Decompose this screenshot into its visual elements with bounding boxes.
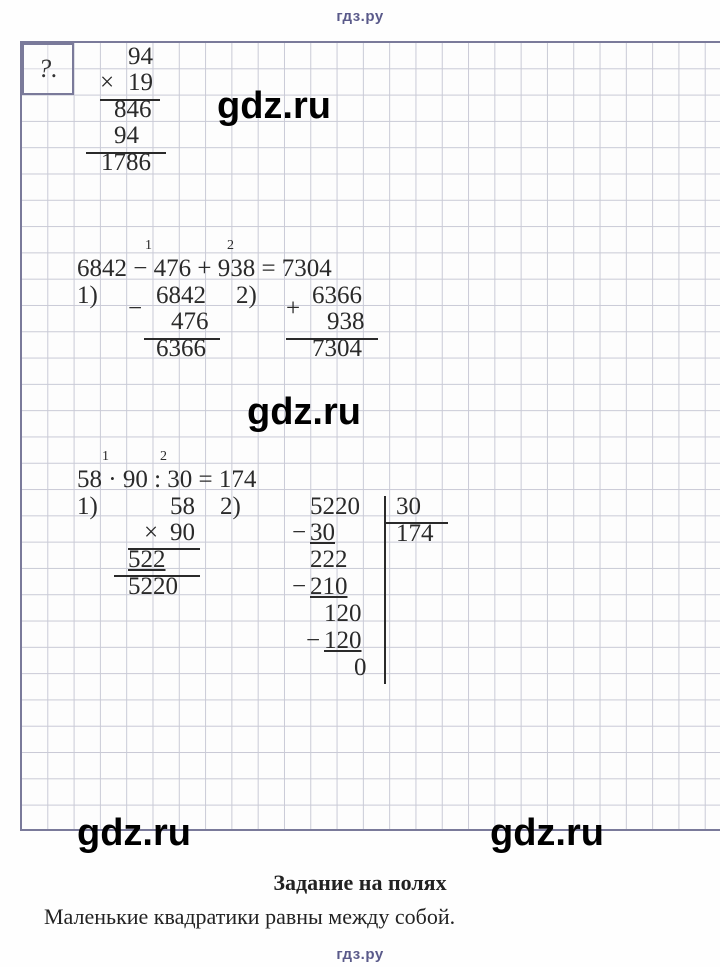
b3-div-sign0: − bbox=[292, 520, 306, 546]
b1-partial1: 846 bbox=[114, 97, 152, 123]
b1-result: 1786 bbox=[101, 150, 151, 176]
b3-div-l1: 222 bbox=[310, 547, 348, 573]
b3-mult-sign: × bbox=[144, 520, 158, 546]
b3-div-l3: 120 bbox=[324, 601, 362, 627]
b1-sign: × bbox=[100, 70, 114, 96]
b3-s2-label: 2) bbox=[220, 494, 241, 520]
watermark-3: gdz.ru bbox=[77, 812, 191, 855]
b3-div-sign2: − bbox=[306, 628, 320, 654]
footer-text: Маленькие квадратики равны между собой. bbox=[44, 904, 455, 930]
footer-title: Задание на полях bbox=[0, 870, 720, 896]
watermark-1: gdz.ru bbox=[217, 85, 331, 128]
b3-div-quotient: 174 bbox=[396, 521, 434, 547]
watermark-4: gdz.ru bbox=[490, 812, 604, 855]
b2-s1-res: 6366 bbox=[156, 336, 206, 362]
b1-bot: 19 bbox=[128, 70, 153, 96]
watermark-2: gdz.ru bbox=[247, 391, 361, 434]
b3-s1-label: 1) bbox=[77, 494, 98, 520]
b3-div-dividend: 5220 bbox=[310, 494, 360, 520]
site-label-bottom: гдз.ру bbox=[0, 946, 720, 963]
b3-div-vline bbox=[384, 496, 386, 576]
b2-sup2: 2 bbox=[227, 238, 234, 254]
b2-sup1: 1 bbox=[145, 238, 152, 254]
b3-mult-bot: 90 bbox=[170, 520, 195, 546]
question-marker-box: ?. bbox=[22, 43, 74, 95]
b2-s2-sign: + bbox=[286, 296, 300, 322]
b3-div-l5: 0 bbox=[354, 655, 367, 681]
b3-mult-top: 58 bbox=[170, 494, 195, 520]
b2-s2-bot: 938 bbox=[327, 309, 365, 335]
b2-s1-sign: − bbox=[128, 296, 142, 322]
b2-s2-res: 7304 bbox=[312, 336, 362, 362]
b2-s1-top: 6842 bbox=[156, 283, 206, 309]
b3-div-sign1: − bbox=[292, 574, 306, 600]
b2-s1-label: 1) bbox=[77, 283, 98, 309]
b1-partial2: 94 bbox=[114, 123, 139, 149]
b2-expr: 6842 − 476 + 938 = 7304 bbox=[77, 256, 332, 282]
b3-div-l2: 210 bbox=[310, 574, 348, 600]
b3-div-vline2 bbox=[384, 576, 386, 684]
b3-partial1: 522 bbox=[128, 547, 166, 573]
b2-s2-top: 6366 bbox=[312, 283, 362, 309]
b1-top: 94 bbox=[128, 44, 153, 70]
page-root: гдз.ру ?. 94 × 19 846 94 1786 gdz.ru 1 2… bbox=[0, 0, 720, 967]
b3-sup1: 1 bbox=[102, 449, 109, 465]
grid-worksheet: ?. 94 × 19 846 94 1786 gdz.ru 1 2 6842 −… bbox=[20, 41, 720, 831]
b3-div-divisor: 30 bbox=[396, 494, 421, 520]
site-label-top: гдз.ру bbox=[0, 8, 720, 25]
b3-expr: 58 · 90 : 30 = 174 bbox=[77, 467, 256, 493]
b2-s1-bot: 476 bbox=[171, 309, 209, 335]
b3-div-l4: 120 bbox=[324, 628, 362, 654]
b3-sup2: 2 bbox=[160, 449, 167, 465]
b2-s2-label: 2) bbox=[236, 283, 257, 309]
b3-div-l0: 30 bbox=[310, 520, 335, 546]
b3-mult-res: 5220 bbox=[128, 574, 178, 600]
